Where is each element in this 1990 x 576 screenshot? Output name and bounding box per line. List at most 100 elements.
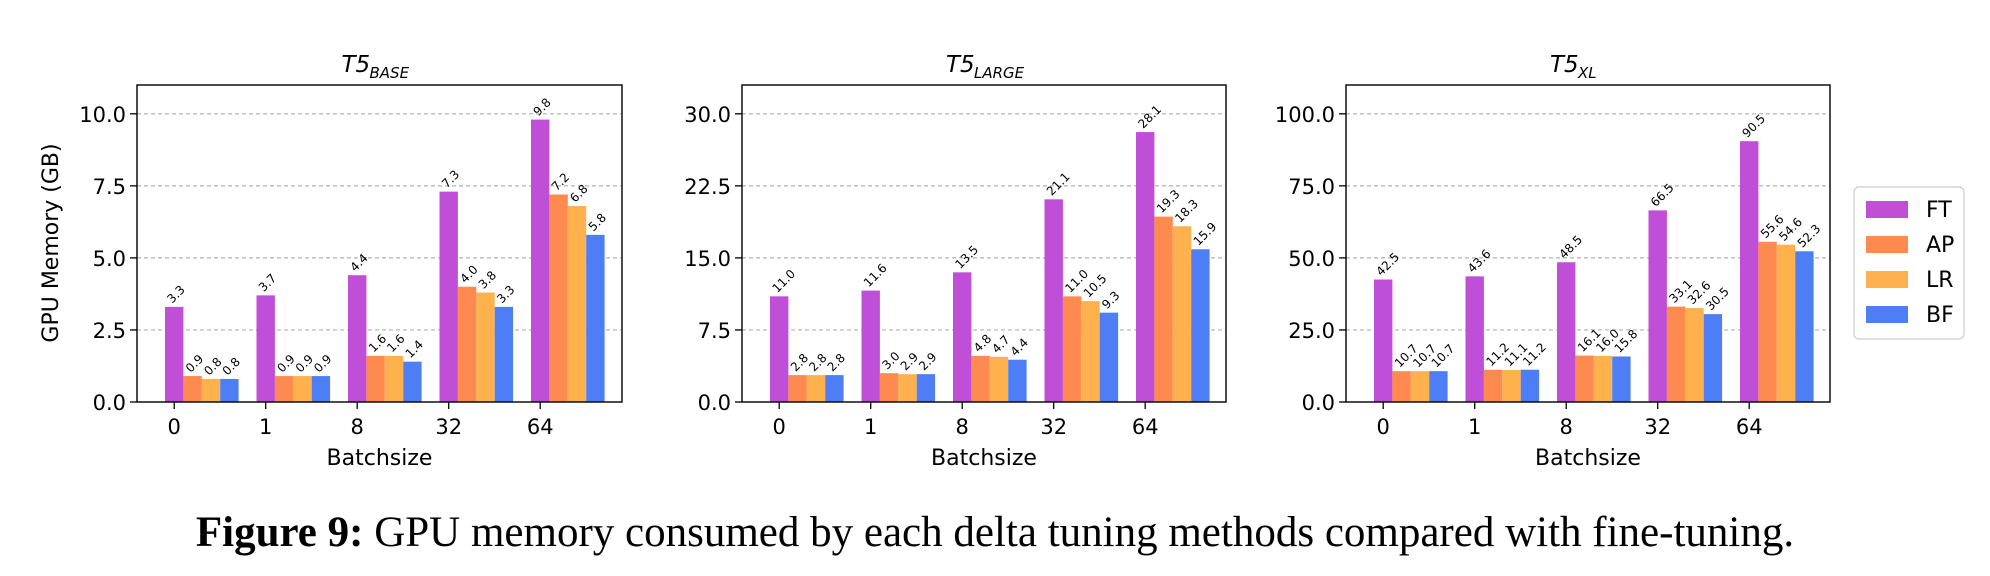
bar-FT [165, 306, 184, 402]
data-label: 90.5 [1739, 112, 1768, 141]
x-tick-label: 0 [773, 415, 786, 439]
y-tick-label: 5.0 [93, 247, 126, 271]
plot-frame [136, 84, 623, 403]
data-label: 2.8 [825, 351, 848, 374]
y-tick-label: 7.5 [698, 319, 731, 343]
legend-swatch-FT [1866, 201, 1908, 218]
bar-BF [825, 375, 844, 402]
chart-title: T5 [342, 52, 371, 78]
bar-AP [1483, 369, 1503, 402]
bar-BF [586, 234, 605, 402]
y-tick-label: 100.0 [1275, 103, 1335, 127]
bar-AP [1666, 306, 1686, 402]
x-tick-label: 32 [1040, 415, 1067, 439]
data-label: 42.5 [1373, 250, 1402, 279]
bar-BF [1520, 369, 1540, 402]
bar-FT [770, 296, 789, 402]
y-axis-label: GPU Memory (GB) [39, 143, 64, 342]
bar-LR [293, 376, 312, 402]
bar-BF [1612, 356, 1631, 402]
data-label: 43.6 [1465, 247, 1494, 276]
x-tick-label: 64 [1132, 415, 1159, 439]
bar-FT [953, 272, 972, 402]
data-label: 7.2 [549, 170, 572, 193]
bar-LR [384, 355, 404, 402]
bar-FT [861, 290, 880, 402]
bar-AP [183, 376, 202, 402]
bar-FT [1557, 262, 1576, 402]
bar-LR [1593, 355, 1613, 402]
bar-BF [1099, 312, 1119, 402]
data-label: 4.4 [1008, 335, 1031, 358]
x-tick-label: 64 [1736, 415, 1763, 439]
y-tick-label: 22.5 [684, 175, 731, 199]
data-label: 48.5 [1556, 233, 1585, 262]
x-tick-label: 32 [1644, 415, 1671, 439]
x-tick-label: 0 [168, 415, 181, 439]
bar-LR [567, 206, 587, 402]
data-label: 5.8 [586, 211, 609, 234]
bar-FT [1374, 279, 1393, 402]
bar-LR [1776, 244, 1796, 402]
x-tick-label: 64 [527, 415, 554, 439]
legend-box [1853, 186, 1965, 340]
x-tick-label: 1 [259, 415, 272, 439]
bar-FT [256, 295, 275, 402]
y-tick-label: 15.0 [684, 247, 731, 271]
chart-title: T5 [946, 52, 975, 78]
x-tick-label: 1 [864, 415, 877, 439]
bar-AP [788, 375, 807, 402]
y-tick-label: 50.0 [1288, 247, 1335, 271]
data-label: 4.4 [347, 251, 370, 274]
plot-frame [741, 84, 1227, 403]
x-axis-label: Batchsize [931, 446, 1037, 471]
data-label: 7.3 [439, 167, 462, 190]
data-label: 0.9 [311, 352, 334, 375]
bar-AP [457, 286, 477, 402]
data-label: 9.8 [530, 95, 553, 118]
chart-title-subscript: LARGE [974, 64, 1025, 82]
y-tick-label: 25.0 [1288, 319, 1335, 343]
bar-LR [1410, 371, 1430, 402]
legend-swatch-BF [1866, 306, 1908, 323]
y-tick-label: 0.0 [93, 391, 126, 415]
bar-BF [220, 378, 239, 402]
bar-FT [1740, 141, 1759, 403]
bar-LR [1502, 370, 1521, 402]
legend-swatch-AP [1866, 236, 1908, 253]
bar-AP [274, 376, 294, 402]
figure-caption: Figure 9: GPU memory consumed by each de… [0, 508, 1990, 557]
x-axis-label: Batchsize [327, 446, 433, 471]
bar-FT [439, 191, 458, 402]
y-tick-label: 10.0 [79, 103, 126, 127]
bar-BF [494, 306, 514, 402]
bar-FT [1136, 132, 1155, 402]
x-tick-label: 8 [956, 415, 969, 439]
bar-LR [476, 292, 495, 402]
bar-BF [1429, 371, 1448, 402]
caption-text: GPU memory consumed by each delta tuning… [374, 509, 1795, 556]
x-tick-label: 32 [435, 415, 462, 439]
bar-AP [1062, 296, 1082, 402]
data-label: 4.7 [989, 333, 1012, 356]
bar-AP [1392, 371, 1411, 402]
y-tick-label: 7.5 [93, 175, 126, 199]
chart-title-subscript: BASE [370, 64, 410, 82]
bar-BF [1703, 314, 1723, 402]
data-label: 13.5 [952, 243, 981, 272]
bar-BF [311, 376, 331, 402]
data-label: 0.8 [220, 355, 243, 378]
legend-label: LR [1926, 268, 1954, 293]
bar-LR [1081, 301, 1100, 402]
data-label: 2.9 [916, 350, 939, 373]
bar-AP [1154, 216, 1173, 402]
x-tick-label: 8 [351, 415, 364, 439]
bar-FT [1465, 276, 1484, 402]
bar-AP [971, 355, 990, 402]
bar-AP [366, 355, 385, 402]
bar-FT [348, 275, 367, 402]
chart-title: T5 [1550, 52, 1579, 78]
data-label: 3.7 [256, 271, 279, 294]
legend-label: BF [1926, 303, 1954, 328]
caption-label: Figure 9: [195, 509, 364, 556]
